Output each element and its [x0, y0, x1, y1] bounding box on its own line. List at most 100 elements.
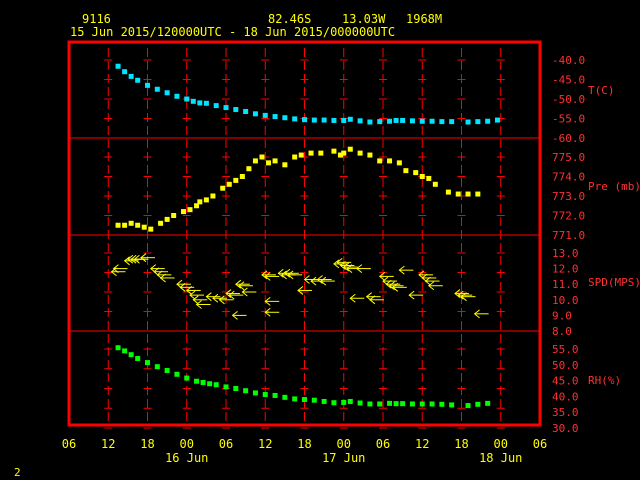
- wind-arrow: [235, 279, 250, 289]
- wind-arrow: [460, 292, 476, 302]
- wind-arrow: [297, 286, 312, 295]
- temperature-point: [429, 118, 435, 124]
- wind-arrow: [159, 273, 175, 283]
- pressure-point: [426, 175, 432, 181]
- wind-arrow: [339, 261, 355, 270]
- pressure-point: [357, 150, 363, 156]
- pressure-tick-label: 772.0: [552, 210, 585, 223]
- temperature-axis-label: T(C): [588, 84, 615, 97]
- pressure-point: [396, 160, 402, 166]
- temperature-point: [128, 73, 134, 79]
- humidity-point: [135, 355, 141, 361]
- humidity-point: [331, 400, 337, 406]
- time-range: 15 Jun 2015/120000UTC - 18 Jun 2015/0000…: [70, 25, 395, 39]
- pressure-point: [158, 220, 164, 226]
- temperature-point: [252, 111, 258, 117]
- wind-arrow: [133, 254, 149, 264]
- pressure-axis-label: Pre (mb): [588, 180, 640, 193]
- pressure-point: [282, 162, 288, 168]
- humidity-point: [128, 352, 134, 358]
- wind-tick-label: 10.0: [552, 294, 579, 307]
- x-axis: 06 12 18 00 06 12 18 00 06 12 18 00 06 16 Jun 17 Jun 18…: [62, 437, 547, 465]
- x-tick-label: 06: [533, 437, 547, 451]
- temperature-point: [302, 117, 307, 123]
- wind-tick-label: 9.0: [552, 309, 572, 322]
- station-elevation: 1968M: [406, 12, 442, 26]
- temperature-point: [367, 119, 373, 125]
- humidity-point: [282, 394, 288, 400]
- humidity-point: [252, 390, 258, 396]
- x-tick-label: 00: [180, 437, 194, 451]
- wind-arrow: [356, 264, 371, 273]
- wind-arrow: [261, 270, 276, 280]
- humidity-axis-label: RH(%): [588, 374, 621, 387]
- station-latitude: 82.46S: [268, 12, 311, 26]
- x-tick-label: 12: [258, 437, 272, 451]
- humidity-point: [439, 401, 445, 407]
- day-label: 16 Jun: [165, 451, 208, 465]
- pressure-point: [239, 174, 245, 179]
- humidity-point: [387, 400, 393, 406]
- temperature-point: [465, 119, 471, 125]
- wind-arrow: [408, 290, 424, 300]
- temperature-point: [387, 118, 393, 124]
- humidity-point: [122, 348, 128, 354]
- temperature-point: [377, 119, 383, 125]
- pressure-point: [266, 160, 272, 166]
- pressure-tick-label: 774.0: [552, 171, 585, 184]
- wind-arrow: [225, 289, 240, 298]
- wind-arrow: [398, 265, 414, 275]
- temperature-point: [135, 77, 141, 83]
- station-longitude: 13.03W: [342, 12, 386, 26]
- pressure-tick-label: 775.0: [552, 151, 585, 164]
- pressure-point: [377, 158, 383, 164]
- temperature-tick-label: -50.0: [552, 93, 585, 106]
- pressure-point: [475, 191, 481, 197]
- wind-arrow: [424, 276, 440, 286]
- pressure-tick-label: 771.0: [552, 229, 585, 242]
- temperature-point: [145, 82, 150, 88]
- wind-arrow: [392, 282, 407, 292]
- humidity-tick-label: 40.0: [552, 390, 579, 403]
- wind-arrow: [385, 279, 401, 289]
- wind-arrow: [238, 281, 254, 291]
- x-tick-label: 18: [140, 437, 154, 451]
- pressure-point: [220, 185, 226, 191]
- day-label: 17 Jun: [322, 451, 365, 465]
- humidity-point: [272, 392, 278, 398]
- x-tick-label: 06: [376, 437, 390, 451]
- temperature-point: [347, 116, 353, 122]
- temperature-point: [190, 98, 196, 104]
- station-id: 9116: [82, 12, 111, 26]
- wind-arrow: [264, 307, 280, 317]
- humidity-tick-label: 30.0: [552, 422, 579, 435]
- temperature-point: [223, 105, 229, 111]
- pressure-tick-label: 773.0: [552, 190, 585, 203]
- humidity-point: [262, 392, 268, 398]
- pressure-point: [455, 191, 461, 197]
- pressure-point: [164, 216, 170, 222]
- chart-header: 9116 82.46S 13.03W 1968M 15 Jun 2015/120…: [70, 12, 442, 39]
- temperature-point: [400, 117, 406, 123]
- wind-arrow: [231, 311, 247, 320]
- humidity-point: [154, 364, 160, 370]
- temperature-tick-label: -45.0: [552, 74, 585, 87]
- humidity-point: [233, 386, 239, 391]
- wind-tick-label: 12.0: [552, 263, 579, 276]
- pressure-point: [367, 152, 373, 158]
- x-tick-label: 18: [297, 437, 311, 451]
- temperature-point: [243, 108, 249, 114]
- temperature-point: [197, 100, 203, 106]
- pressure-point: [203, 197, 209, 203]
- pressure-point: [465, 191, 471, 197]
- temperature-point: [282, 115, 288, 121]
- humidity-tick-label: 35.0: [552, 406, 579, 419]
- wind-arrow: [454, 289, 469, 298]
- humidity-tick-label: 45.0: [552, 375, 579, 388]
- pressure-point: [331, 148, 337, 154]
- x-tick-label: 06: [62, 437, 76, 451]
- pressure-point: [148, 226, 154, 232]
- temperature-point: [331, 117, 337, 123]
- humidity-point: [194, 378, 200, 384]
- pressure-point: [128, 220, 134, 226]
